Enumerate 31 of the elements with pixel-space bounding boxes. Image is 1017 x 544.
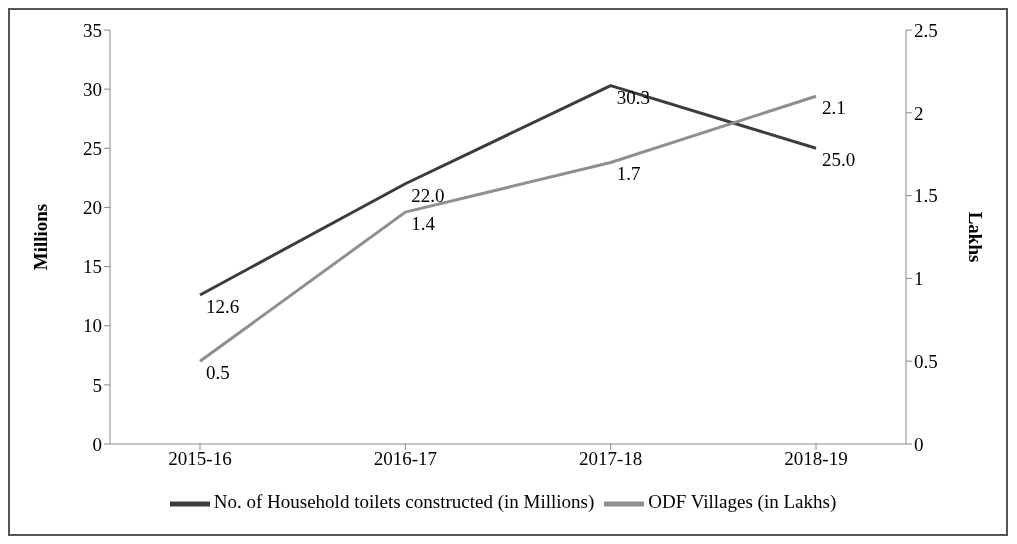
y-axis-title: Millions (29, 203, 51, 271)
data-label: 1.7 (616, 163, 641, 185)
y-tick-label: 20 (83, 197, 102, 219)
legend-label: ODF Villages (in Lakhs) (648, 491, 837, 513)
y2-tick-label: 1.5 (914, 185, 938, 207)
y2-tick-label: 0 (914, 433, 924, 455)
x-tick-label: 2018-19 (784, 448, 848, 470)
data-label: 30.3 (616, 86, 650, 108)
data-label: 0.5 (206, 362, 230, 384)
y-tick-label: 5 (92, 374, 102, 396)
line-series (198, 84, 818, 297)
y2-tick-label: 2.5 (914, 19, 938, 41)
x-tick-label: 2016-17 (373, 448, 437, 470)
y2-tick-label: 0.5 (914, 350, 938, 372)
x-tick-label: 2015-16 (168, 448, 232, 470)
y2-tick-label: 1 (914, 268, 924, 290)
data-label: 12.6 (206, 295, 240, 317)
y2-tick-label: 2 (914, 102, 924, 124)
x-tick-label: 2017-18 (579, 448, 643, 470)
y-tick-label: 35 (83, 19, 102, 41)
y2-axis-title: Lakhs (965, 211, 987, 263)
data-label: 22.0 (411, 184, 445, 206)
y-tick-label: 10 (83, 315, 102, 337)
data-label: 25.0 (822, 149, 856, 171)
data-label: 1.4 (411, 213, 436, 235)
y-tick-label: 15 (83, 256, 102, 278)
y-tick-label: 0 (92, 433, 102, 455)
y-tick-label: 30 (83, 78, 102, 100)
data-label: 2.1 (822, 97, 846, 119)
y-tick-label: 25 (83, 138, 102, 160)
legend-label: No. of Household toilets constructed (in Millions) (213, 491, 595, 513)
